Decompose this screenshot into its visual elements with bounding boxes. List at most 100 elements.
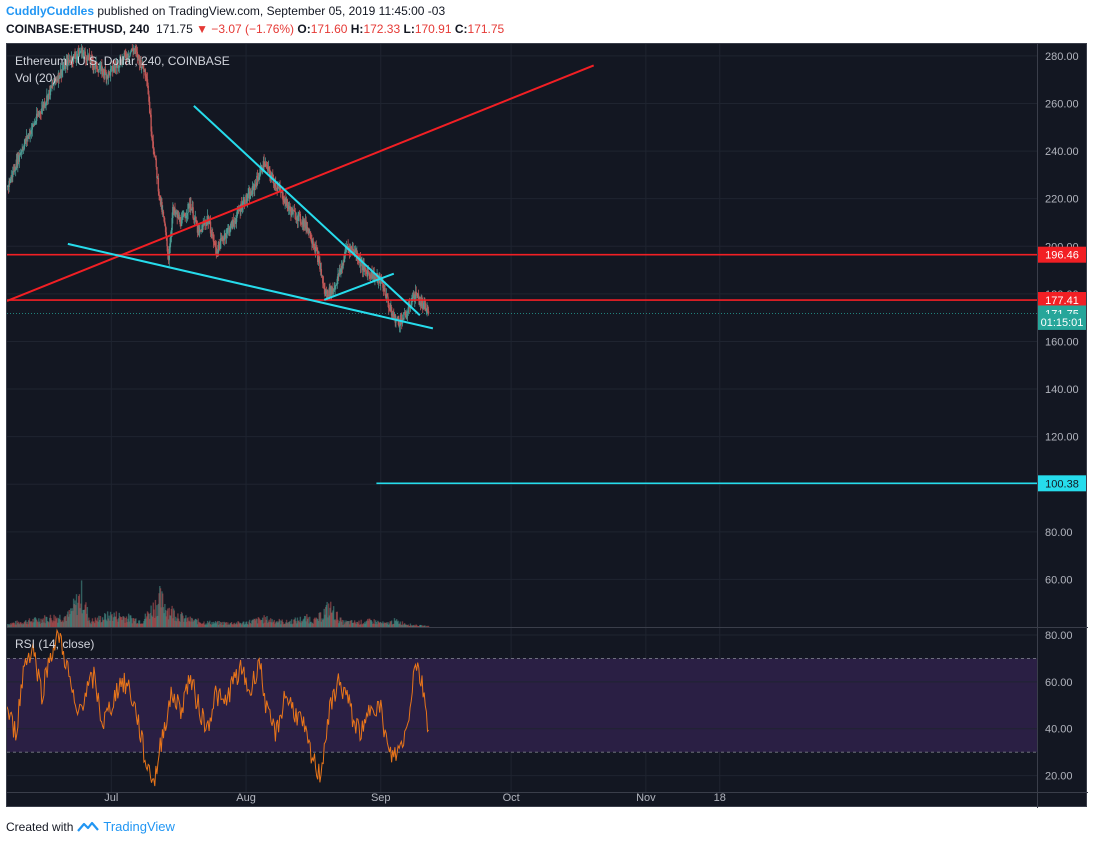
volume-bar bbox=[124, 622, 126, 627]
candle-body bbox=[292, 209, 294, 215]
candle-body bbox=[53, 77, 55, 85]
volume-bar bbox=[363, 623, 365, 627]
candle-body bbox=[190, 209, 193, 211]
volume-bar bbox=[306, 618, 309, 627]
volume-bar bbox=[231, 624, 233, 627]
candle-body bbox=[405, 315, 407, 318]
volume-bar bbox=[125, 616, 128, 627]
volume-bar bbox=[165, 616, 168, 627]
candle-body bbox=[193, 218, 195, 221]
candle-body bbox=[342, 261, 344, 269]
volume-bar bbox=[233, 622, 236, 627]
candle-body bbox=[93, 66, 96, 68]
candle-body bbox=[97, 70, 99, 73]
candle-body bbox=[101, 65, 103, 75]
candle-body bbox=[420, 301, 422, 307]
volume-bar bbox=[241, 623, 244, 627]
volume-bar bbox=[275, 622, 277, 627]
candle-body bbox=[112, 69, 115, 72]
volume-bar bbox=[136, 623, 139, 627]
candle-body bbox=[41, 104, 44, 109]
volume-bar bbox=[256, 619, 258, 627]
volume-bar bbox=[278, 618, 281, 627]
volume-bar bbox=[378, 622, 380, 627]
tradingview-brand-link[interactable]: TradingView bbox=[103, 819, 175, 834]
volume-bar bbox=[277, 622, 279, 627]
rsi-legend: RSI (14, close) bbox=[15, 637, 94, 651]
author-link[interactable]: CuddlyCuddles bbox=[6, 4, 95, 18]
candle-body bbox=[347, 246, 349, 248]
volume-bar bbox=[180, 611, 183, 627]
candle-body bbox=[17, 154, 20, 162]
candle-body bbox=[382, 287, 385, 291]
volume-bar bbox=[333, 620, 336, 627]
volume-bar bbox=[70, 611, 73, 627]
volume-bar bbox=[9, 623, 12, 627]
volume-bar bbox=[78, 594, 81, 627]
candle-body bbox=[267, 167, 270, 171]
candle-body bbox=[154, 154, 156, 157]
candle-body bbox=[89, 60, 91, 63]
volume-bar bbox=[315, 617, 317, 627]
tradingview-logo-icon bbox=[77, 821, 100, 832]
candle-body bbox=[398, 325, 401, 327]
candle-body bbox=[60, 69, 63, 76]
candle-body bbox=[340, 265, 343, 269]
volume-bar bbox=[103, 619, 105, 627]
volume-bar bbox=[420, 625, 422, 627]
volume-bar bbox=[39, 623, 41, 627]
volume-bar bbox=[7, 623, 9, 627]
candle-body bbox=[119, 59, 121, 66]
candle-body bbox=[159, 195, 161, 197]
volume-bar bbox=[89, 622, 91, 627]
volume-bar bbox=[382, 621, 384, 627]
rsi-tick-label: 20.00 bbox=[1045, 771, 1073, 783]
price-tick-label: 280.00 bbox=[1045, 51, 1079, 63]
candle-body bbox=[211, 234, 213, 236]
volume-bar bbox=[83, 609, 86, 627]
volume-bar bbox=[85, 613, 88, 627]
candle-body bbox=[396, 317, 399, 319]
candle-body bbox=[91, 57, 93, 59]
candle-body bbox=[341, 265, 344, 269]
volume-bar bbox=[380, 621, 382, 627]
candle-body bbox=[295, 218, 297, 220]
chart-frame[interactable]: 280.00260.00240.00220.00200.00180.00160.… bbox=[6, 43, 1088, 808]
volume-bar bbox=[381, 623, 383, 627]
candle-body bbox=[332, 289, 335, 291]
volume-bar bbox=[335, 620, 337, 627]
candle-body bbox=[175, 212, 177, 214]
volume-bar bbox=[256, 623, 259, 627]
volume-bar bbox=[399, 621, 401, 627]
candle-body bbox=[84, 51, 86, 56]
volume-bar bbox=[62, 622, 65, 627]
chart-svg[interactable]: 280.00260.00240.00220.00200.00180.00160.… bbox=[7, 44, 1088, 808]
volume-bar bbox=[163, 613, 165, 627]
candle-body bbox=[126, 54, 128, 60]
rsi-band bbox=[7, 658, 1037, 753]
candle-body bbox=[343, 256, 346, 263]
volume-bar bbox=[28, 618, 31, 627]
candle-body bbox=[219, 238, 222, 249]
volume-bar bbox=[301, 621, 304, 627]
candle-body bbox=[332, 288, 334, 291]
volume-bar bbox=[144, 613, 147, 627]
candle-body bbox=[275, 182, 277, 188]
price-tick-label: 80.00 bbox=[1045, 527, 1073, 539]
volume-bar bbox=[373, 619, 375, 627]
candle-body bbox=[149, 112, 152, 115]
candle-body bbox=[422, 303, 424, 309]
candle-body bbox=[296, 218, 299, 222]
volume-bar bbox=[257, 617, 260, 627]
candle-body bbox=[182, 216, 184, 217]
candle-body bbox=[314, 246, 317, 252]
rsi-tick-label: 80.00 bbox=[1045, 630, 1073, 642]
candle-body bbox=[388, 308, 391, 309]
candle-body bbox=[199, 230, 202, 231]
candle-body bbox=[301, 223, 303, 225]
volume-bar bbox=[288, 621, 291, 627]
candle-body bbox=[330, 286, 333, 295]
candle-body bbox=[132, 50, 134, 52]
volume-bar bbox=[269, 618, 272, 627]
volume-bar bbox=[350, 620, 352, 627]
